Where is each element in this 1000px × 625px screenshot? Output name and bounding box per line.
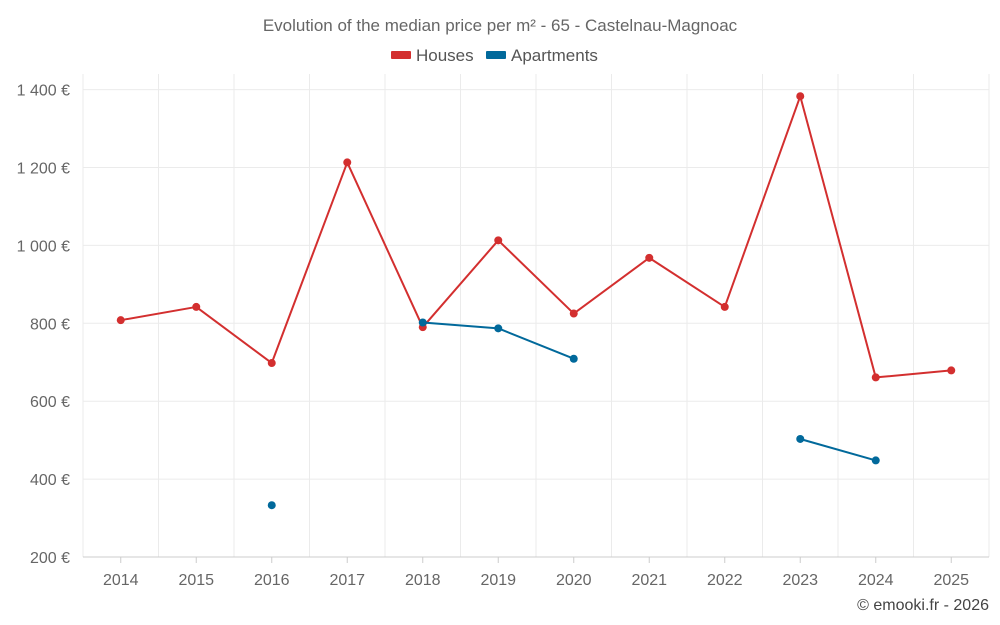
x-tick-label: 2017 <box>329 572 365 589</box>
data-point-apartments[interactable] <box>418 318 427 327</box>
data-point-houses[interactable] <box>947 366 956 375</box>
data-point-houses[interactable] <box>796 92 805 101</box>
x-tick-label: 2015 <box>178 572 214 589</box>
legend[interactable]: Houses Apartments <box>391 46 598 65</box>
legend-label: Houses <box>416 46 474 65</box>
x-axis: 2014 2015 2016 2017 2018 2019 2020 2021 2022 2023… <box>83 556 989 589</box>
legend-label: Apartments <box>511 46 598 65</box>
grid <box>82 74 990 557</box>
y-tick-label: 400 € <box>30 472 70 489</box>
y-tick-label: 1 200 € <box>17 160 70 177</box>
data-point-houses[interactable] <box>116 316 125 325</box>
y-tick-label: 800 € <box>30 316 70 333</box>
x-tick-label: 2025 <box>933 572 969 589</box>
data-point-houses[interactable] <box>494 236 503 245</box>
y-tick-label: 1 400 € <box>17 83 70 100</box>
x-tick-label: 2019 <box>480 572 516 589</box>
y-tick-label: 200 € <box>30 550 70 567</box>
x-tick-label: 2024 <box>858 572 894 589</box>
x-tick-label: 2018 <box>405 572 441 589</box>
series-line-apartments <box>799 438 877 462</box>
data-point-houses[interactable] <box>569 309 578 318</box>
x-tick-label: 2021 <box>631 572 667 589</box>
data-point-houses[interactable] <box>192 302 201 311</box>
data-point-apartments[interactable] <box>267 501 276 510</box>
legend-swatch <box>391 51 411 59</box>
data-point-houses[interactable] <box>645 253 654 262</box>
data-point-apartments[interactable] <box>494 324 503 333</box>
x-tick-label: 2020 <box>556 572 592 589</box>
y-axis: 200 € 400 € 600 € 800 € 1 000 € 1 200 € 1 400 … <box>17 83 70 567</box>
data-point-houses[interactable] <box>720 302 729 311</box>
credit-text: © emooki.fr - 2026 <box>857 597 989 614</box>
data-point-apartments[interactable] <box>871 456 880 465</box>
x-tick-label: 2023 <box>782 572 818 589</box>
series-houses <box>116 92 956 382</box>
x-tick-label: 2016 <box>254 572 290 589</box>
data-point-houses[interactable] <box>871 373 880 382</box>
data-point-houses[interactable] <box>267 359 276 368</box>
series-line-houses <box>120 95 952 379</box>
legend-item-houses[interactable]: Houses <box>391 46 474 65</box>
legend-swatch <box>486 51 506 59</box>
legend-item-apartments[interactable]: Apartments <box>486 46 598 65</box>
x-tick-label: 2014 <box>103 572 139 589</box>
data-point-apartments[interactable] <box>796 434 805 443</box>
data-point-houses[interactable] <box>343 158 352 167</box>
series-layer <box>116 92 956 510</box>
data-point-apartments[interactable] <box>569 354 578 363</box>
chart-title: Evolution of the median price per m² - 6… <box>263 16 738 35</box>
y-tick-label: 1 000 € <box>17 238 70 255</box>
series-apartments <box>267 318 880 510</box>
x-tick-label: 2022 <box>707 572 743 589</box>
y-tick-label: 600 € <box>30 394 70 411</box>
